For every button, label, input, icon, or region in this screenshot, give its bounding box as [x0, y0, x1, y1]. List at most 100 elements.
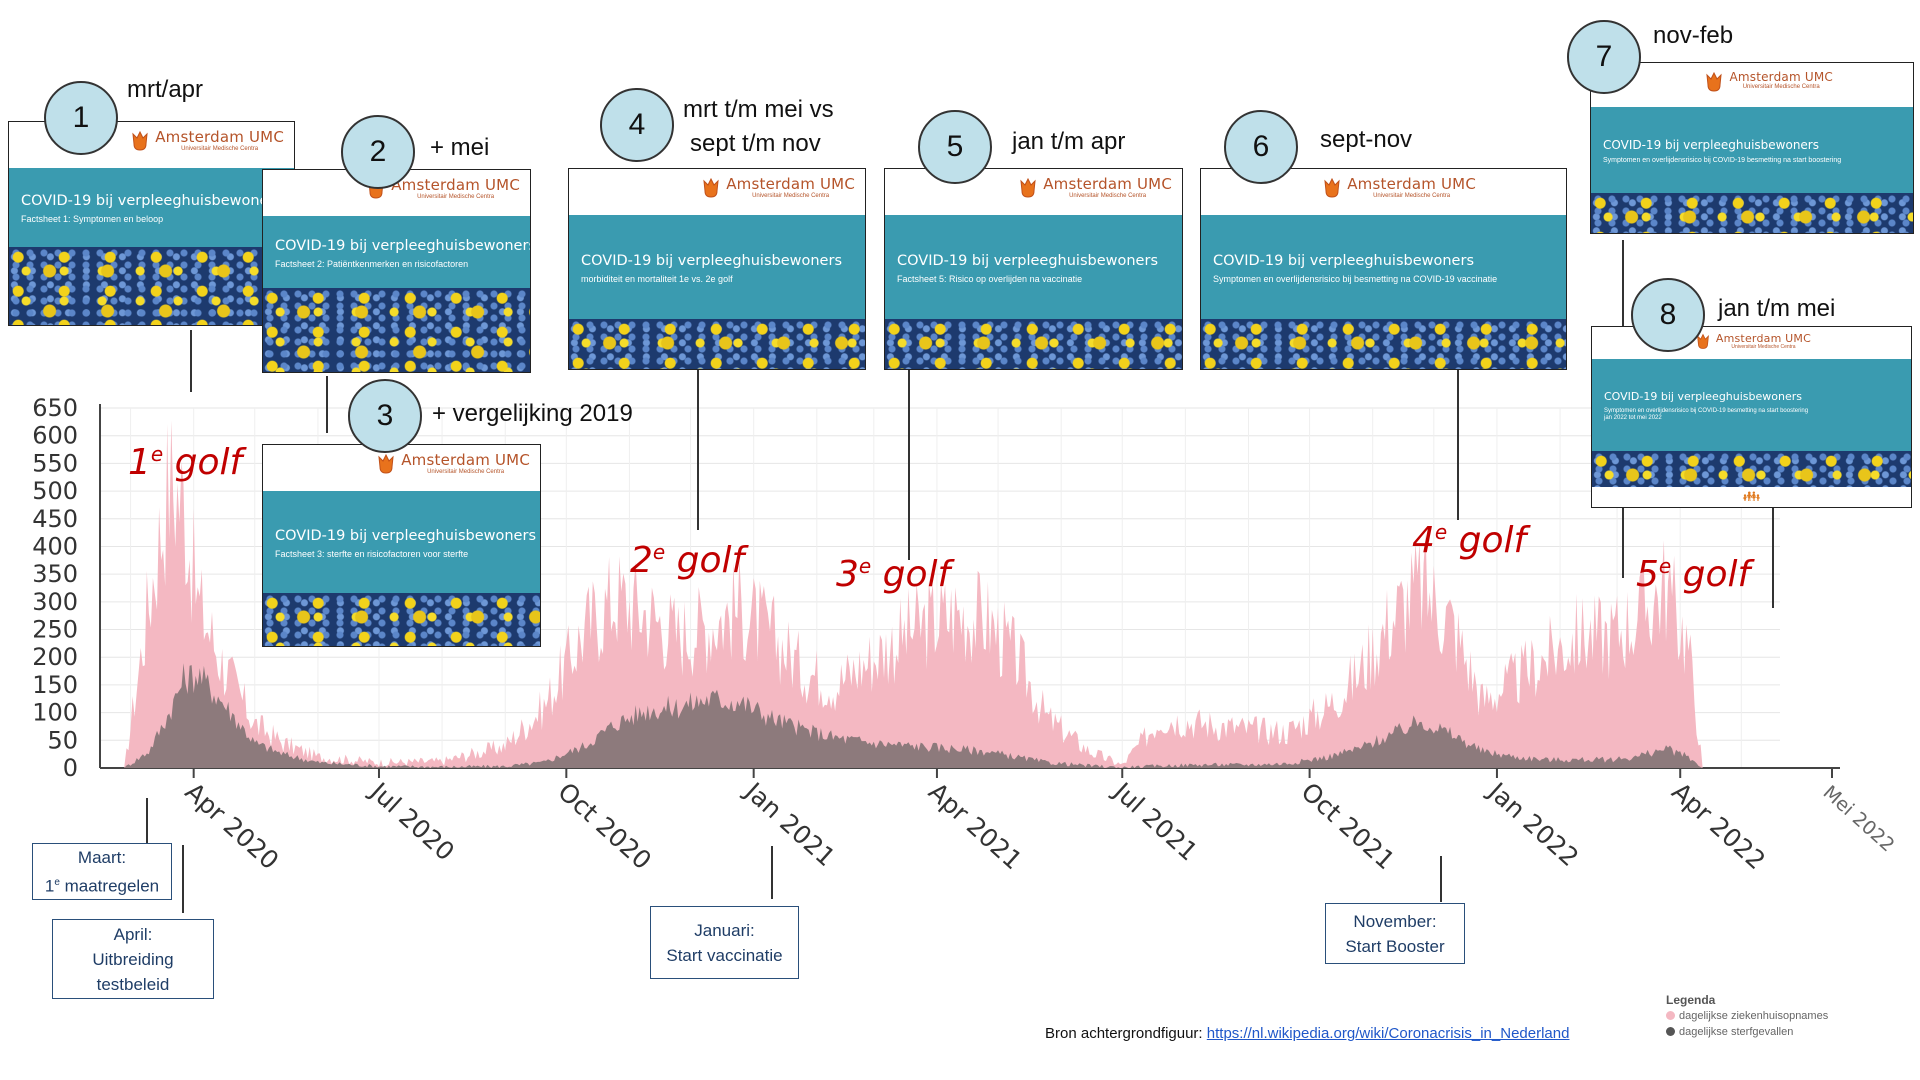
connector-line-5	[908, 370, 910, 560]
wave-label-3: 3e golf	[836, 554, 951, 595]
factsheet-card-3: Amsterdam UMC Universitair Medische Centr…	[262, 444, 541, 647]
card-title-band: COVID-19 bij verpleeghuisbewoners Symptom…	[1592, 359, 1911, 451]
x-tick-label: Jan 2021	[738, 776, 841, 873]
badge-6: 6	[1224, 110, 1298, 184]
factsheet-card-4: Amsterdam UMC Universitair Medische Centr…	[568, 168, 866, 370]
legend: Legenda dagelijkse ziekenhuisopnames dag…	[1666, 993, 1829, 1040]
factsheet-card-7: Amsterdam UMC Universitair Medische Centr…	[1590, 62, 1914, 234]
legend-swatch-pink	[1666, 1011, 1675, 1020]
badge-1: 1	[44, 81, 118, 155]
period-label-7: nov-feb	[1653, 22, 1734, 49]
y-tick-label: 600	[32, 422, 78, 450]
amsterdam-umc-logo: Amsterdam UMC Universitair Medische Centr…	[367, 178, 520, 200]
series-deaths-area	[124, 663, 1703, 768]
source-link[interactable]: https://nl.wikipedia.org/wiki/Coronacris…	[1206, 1025, 1570, 1042]
x-tick-label: Apr 2022	[1666, 777, 1771, 875]
period-label-4b: sept t/m nov	[690, 130, 821, 157]
period-label-1: mrt/apr	[127, 76, 204, 103]
x-tick-label: Apr 2021	[923, 777, 1028, 875]
legend-item-deaths: dagelijkse sterfgevallen	[1666, 1024, 1828, 1040]
card-title-band: COVID-19 bij verpleeghuisbewoners Factshe…	[885, 215, 1182, 321]
connector-line-4	[697, 370, 699, 530]
card-title-band: COVID-19 bij verpleeghuisbewoners Factshe…	[263, 491, 540, 595]
event-line-november	[1440, 856, 1442, 902]
x-tick-label: Mei 2022	[1819, 781, 1899, 856]
connector-line-8a	[1622, 508, 1624, 578]
period-label-5: jan t/m apr	[1012, 128, 1126, 155]
period-label-3: + vergelijking 2019	[432, 400, 633, 427]
tulip-logo-icon	[1020, 177, 1036, 198]
connector-line-7	[1622, 240, 1624, 326]
amsterdam-umc-logo: Amsterdam UMC Universitair Medische Centr…	[1323, 177, 1476, 199]
y-tick-label: 650	[32, 394, 78, 422]
x-tick-label: Jul 2020	[363, 776, 459, 867]
y-tick-label: 100	[32, 699, 78, 727]
tulip-logo-icon	[368, 178, 384, 199]
tulip-logo-icon	[1324, 177, 1340, 198]
event-box-maart: Maart: 1e maatregelen	[32, 843, 172, 900]
amsterdam-umc-logo: Amsterdam UMC Universitair Medische Centr…	[131, 130, 284, 152]
virus-image	[1592, 451, 1911, 487]
factsheet-card-2: Amsterdam UMC Universitair Medische Centr…	[262, 169, 531, 373]
virus-image	[885, 319, 1182, 369]
x-tick-label: Oct 2020	[552, 777, 657, 875]
event-box-november: November: Start Booster	[1325, 903, 1465, 964]
connector-line-8b	[1772, 508, 1774, 608]
area-layer	[124, 420, 1703, 768]
amsterdam-umc-logo: Amsterdam UMC Universitair Medische Centr…	[1019, 177, 1172, 199]
y-tick-label: 450	[32, 505, 78, 533]
virus-image	[569, 319, 865, 369]
y-tick-label: 550	[32, 449, 78, 477]
x-tick-label: Apr 2020	[180, 777, 285, 875]
y-tick-label: 400	[32, 532, 78, 560]
x-tick-label: Jan 2022	[1481, 776, 1584, 873]
amsterdam-umc-logo: Amsterdam UMC Universitair Medische Centr…	[1696, 333, 1811, 350]
y-tick-label: 500	[32, 477, 78, 505]
people-logo-icon: 👪︎	[1742, 488, 1761, 504]
x-tick-label: Oct 2021	[1296, 777, 1401, 875]
series-admissions-area	[124, 420, 1703, 768]
amsterdam-umc-logo: Amsterdam UMC Universitair Medische Centr…	[1705, 71, 1833, 93]
badge-2: 2	[341, 115, 415, 189]
virus-image	[1201, 319, 1566, 369]
card-title-band: COVID-19 bij verpleeghuisbewoners Symptom…	[1201, 215, 1566, 321]
period-label-6: sept-nov	[1320, 126, 1413, 153]
wave-label-5: 5e golf	[1636, 554, 1751, 595]
y-tick-label: 50	[47, 726, 78, 754]
period-label-4a: mrt t/m mei vs	[683, 96, 834, 123]
card-title-band: COVID-19 bij verpleeghuisbewone Factsheet…	[9, 168, 294, 248]
card-title-band: COVID-19 bij verpleeghuisbewoners Symptom…	[1591, 107, 1913, 195]
wave-label-4: 4e golf	[1412, 520, 1527, 561]
tulip-logo-icon	[132, 130, 148, 151]
connector-line-6	[1457, 370, 1459, 520]
period-label-2: + mei	[430, 134, 490, 161]
badge-8: 8	[1631, 278, 1705, 352]
connector-line-2	[326, 376, 328, 433]
tulip-logo-icon	[378, 453, 394, 474]
factsheet-card-6: Amsterdam UMC Universitair Medische Centr…	[1200, 168, 1567, 370]
tulip-logo-icon	[703, 177, 719, 198]
factsheet-card-1: Amsterdam UMC Universitair Medische Centr…	[8, 121, 295, 326]
badge-4: 4	[600, 88, 674, 162]
wave-label-1: 1e golf	[128, 442, 243, 483]
amsterdam-umc-logo: Amsterdam UMC Universitair Medische Centr…	[377, 453, 530, 475]
amsterdam-umc-logo: Amsterdam UMC Universitair Medische Centr…	[702, 177, 855, 199]
y-tick-label: 350	[32, 560, 78, 588]
connector-line-1	[190, 330, 192, 392]
wave-label-2: 2e golf	[630, 540, 745, 581]
card-title-band: COVID-19 bij verpleeghuisbewoners morbidi…	[569, 215, 865, 321]
tulip-logo-icon	[1696, 333, 1709, 349]
badge-3: 3	[348, 379, 422, 453]
factsheet-card-5: Amsterdam UMC Universitair Medische Centr…	[884, 168, 1183, 370]
virus-image	[263, 593, 540, 646]
y-tick-label: 150	[32, 671, 78, 699]
event-box-januari: Januari: Start vaccinatie	[650, 906, 799, 979]
x-tick-label: Jul 2021	[1107, 776, 1203, 867]
y-tick-label: 200	[32, 643, 78, 671]
virus-image	[9, 247, 294, 325]
legend-swatch-dark	[1666, 1027, 1675, 1036]
y-tick-label: 250	[32, 616, 78, 644]
event-box-april: April: Uitbreiding testbeleid	[52, 919, 214, 999]
card-title-band: COVID-19 bij verpleeghuisbewoners Factshe…	[263, 216, 530, 290]
